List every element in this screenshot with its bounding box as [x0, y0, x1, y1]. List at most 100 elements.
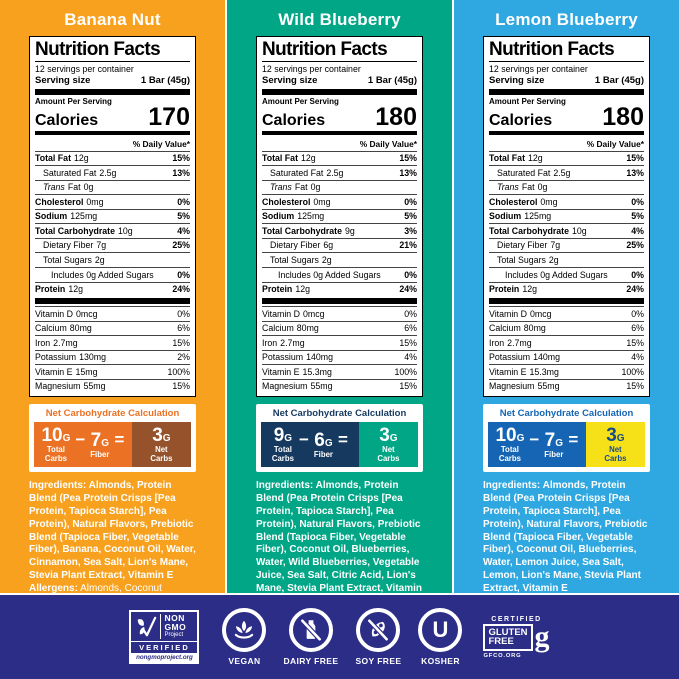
nutrient-row: Total Sugars 2g [489, 252, 644, 267]
serving-size-label: Serving size [262, 74, 318, 86]
equals-sign: = [114, 429, 125, 449]
net-carbs-result: 3G Net Carbs [585, 422, 645, 468]
nutrient-row: Total Fat 12g 15% [489, 150, 644, 166]
vegan-leaf-icon [235, 620, 254, 639]
calories-value: 180 [602, 103, 644, 132]
ingredients: Ingredients: Almonds, Protein Blend (Pea… [29, 480, 196, 581]
non-gmo-line3: Project [164, 632, 184, 639]
net-carb-equation: 10G Total Carbs − 7G Fiber = 3G N [488, 422, 645, 468]
serving-size-row: Serving size 1 Bar (45g) [262, 75, 417, 87]
net-carb-equation-left: 9G Total Carbs − 6G Fiber = [261, 422, 359, 468]
total-carbs-figure: 10G Total Carbs [495, 425, 525, 463]
vitamin-row: Magnesium 55mg 15% [35, 378, 190, 394]
divider-medium [262, 131, 417, 135]
vitamin-row: Vitamin E 15.3mg 100% [262, 364, 417, 379]
vitamin-row: Iron 2.7mg 15% [35, 335, 190, 350]
nutrient-row: Sodium 125mg 5% [35, 208, 190, 224]
non-gmo-butterfly-icon [138, 616, 157, 636]
net-carb-calculation: Net Carbohydrate Calculation 10G Total Ca… [29, 404, 196, 473]
nutrient-row: Dietary Fiber 7g 25% [489, 237, 644, 253]
vitamin-row: Potassium 140mg 4% [489, 349, 644, 365]
fiber-figure: 7G Fiber [90, 429, 110, 459]
divider-thick [262, 88, 417, 95]
dairy-free-badge: DAIRY FREE [283, 608, 338, 666]
daily-value-header: % Daily Value* [586, 138, 644, 149]
gluten-free-certified-text: CERTIFIED [491, 615, 542, 623]
divider-thick [35, 298, 190, 305]
vegan-label: VEGAN [228, 656, 261, 666]
vitamin-row: Iron 2.7mg 15% [262, 335, 417, 350]
nutrient-row: Cholesterol 0mg 0% [489, 194, 644, 209]
flavor-title: Wild Blueberry [278, 10, 401, 29]
gluten-free-line2: FREE [488, 636, 514, 647]
divider-medium [35, 131, 190, 135]
vitamin-rows: Vitamin D 0mcg 0% Calcium 80mg 6% Iron 2.7m… [489, 306, 644, 393]
ingredients: Ingredients: Almonds, Protein Blend (Pea… [483, 480, 648, 593]
serving-size-row: Serving size 1 Bar (45g) [489, 75, 644, 87]
nutrient-row: Includes 0g Added Sugars 0% [35, 267, 190, 282]
vitamin-rows: Vitamin D 0mcg 0% Calcium 80mg 6% Iron 2.7m… [262, 306, 417, 393]
nutrient-rows: Total Fat 12g 15% Saturated Fat 2.5g 13% T… [262, 150, 417, 297]
ingredients: Ingredients: Almonds, Protein Blend (Pea… [256, 480, 422, 593]
panel-banana-nut: Banana Nut Nutrition Facts 12 servings p… [0, 0, 225, 593]
calories-label: Calories [262, 112, 326, 130]
vitamin-row: Magnesium 55mg 15% [262, 378, 417, 394]
gluten-free-g-icon: g [534, 620, 550, 653]
nutrient-row: Protein 12g 24% [262, 281, 417, 297]
fiber-figure: 6G Fiber [313, 429, 333, 459]
net-carb-title: Net Carbohydrate Calculation [272, 408, 407, 420]
calories-row: Calories 170 [35, 105, 190, 130]
nutrient-row: Sodium 125mg 5% [262, 208, 417, 224]
dairy-free-milk-bottle-icon [299, 618, 323, 642]
flavor-panels: Banana Nut Nutrition Facts 12 servings p… [0, 0, 679, 593]
servings-per-container: 12 servings per container [262, 63, 361, 74]
nutrient-row: Saturated Fat 2.5g 13% [35, 165, 190, 180]
flavor-title: Lemon Blueberry [495, 10, 638, 29]
amount-per-serving: Amount Per Serving [35, 96, 112, 106]
serving-size-value: 1 Bar (45g) [594, 74, 644, 86]
divider-thick [489, 88, 644, 95]
nutrition-facts-title: Nutrition Facts [35, 40, 190, 62]
nutrient-row: Includes 0g Added Sugars 0% [489, 267, 644, 282]
calories-row: Calories 180 [489, 103, 644, 132]
soy-free-badge: SOY FREE [355, 608, 401, 666]
nutrient-row: Total Fat 12g 15% [262, 150, 417, 166]
serving-size-row: Serving size 1 Bar (45g) [35, 75, 190, 87]
divider-medium [489, 131, 644, 135]
servings-per-container: 12 servings per container [489, 63, 588, 74]
vitamin-rows: Vitamin D 0mcg 0% Calcium 80mg 6% Iron 2.7m… [35, 306, 190, 393]
divider-thick [35, 88, 190, 95]
nutrient-row: Dietary Fiber 7g 25% [35, 237, 190, 253]
minus-sign: − [529, 429, 540, 449]
nutrient-row: Saturated Fat 2.5g 13% [489, 165, 644, 180]
nutrient-row: Trans Fat 0g [489, 179, 644, 195]
vitamin-row: Vitamin D 0mcg 0% [262, 306, 417, 321]
net-carb-equation: 9G Total Carbs − 6G Fiber = 3G Ne [261, 422, 418, 468]
total-carbs-figure: 10G Total Carbs [41, 425, 71, 463]
nutrient-row: Trans Fat 0g [35, 179, 190, 195]
vitamin-row: Vitamin E 15.3mg 100% [489, 364, 644, 379]
equals-sign: = [568, 429, 579, 449]
nutrient-row: Total Carbohydrate 10g 4% [489, 223, 644, 238]
non-gmo-line2: GMO [164, 622, 187, 633]
vitamin-row: Calcium 80mg 6% [262, 320, 417, 336]
total-carbs-figure: 9G Total Carbs [271, 425, 294, 463]
vitamin-row: Vitamin D 0mcg 0% [35, 306, 190, 321]
net-carb-equation-left: 10G Total Carbs − 7G Fiber = [34, 422, 132, 468]
vitamin-row: Magnesium 55mg 15% [489, 378, 644, 394]
nutrient-row: Total Sugars 2g [35, 252, 190, 267]
vitamin-row: Vitamin D 0mcg 0% [489, 306, 644, 321]
nutrient-rows: Total Fat 12g 15% Saturated Fat 2.5g 13% T… [489, 150, 644, 296]
nutrient-row: Protein 12g 24% [35, 281, 190, 297]
flavor-title: Banana Nut [64, 10, 161, 29]
net-carb-title: Net Carbohydrate Calculation [499, 408, 634, 420]
non-gmo-verified-seal: NON GMO Project VERIFIED nongmoproject.o… [129, 610, 200, 664]
calories-value: 180 [375, 103, 417, 132]
vitamin-row: Potassium 140mg 4% [262, 349, 417, 365]
nutrient-row: Total Sugars 2g [262, 252, 417, 267]
kosher-badge: U KOSHER [418, 608, 463, 666]
vitamin-row: Potassium 130mg 2% [35, 349, 190, 365]
dairy-free-label: DAIRY FREE [283, 656, 339, 666]
net-carb-equation: 10G Total Carbs − 7G Fiber = 3G N [34, 422, 191, 468]
kosher-label: KOSHER [421, 656, 460, 666]
